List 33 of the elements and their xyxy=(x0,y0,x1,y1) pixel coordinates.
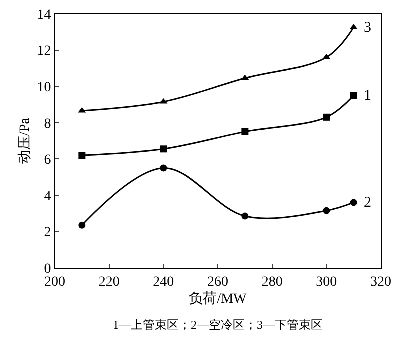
x-tick-label: 300 xyxy=(316,274,338,290)
x-tick-label: 260 xyxy=(208,274,228,290)
x-tick-label: 280 xyxy=(262,274,283,290)
point xyxy=(323,114,330,121)
series-label: 1 xyxy=(364,88,372,104)
y-tick-label: 12 xyxy=(37,44,52,60)
y-tick-label: 4 xyxy=(44,189,52,204)
x-tick-label: 220 xyxy=(98,274,120,290)
x-tick-label: 240 xyxy=(153,274,174,290)
point xyxy=(242,128,249,136)
y-tick-label: 6 xyxy=(44,153,52,168)
point xyxy=(350,92,358,100)
y-tick-label: 0 xyxy=(44,262,52,277)
point xyxy=(242,212,249,220)
point xyxy=(323,207,330,214)
series-label: 2 xyxy=(364,195,372,211)
y-tick-label: 8 xyxy=(44,116,52,132)
x-axis-title: 负荷/MW xyxy=(189,291,248,308)
y-axis-title: 动压/Pa xyxy=(16,117,33,164)
point xyxy=(78,152,86,160)
point xyxy=(350,199,358,206)
point xyxy=(160,146,168,153)
y-tick-label: 10 xyxy=(37,80,52,96)
x-tick-label: 320 xyxy=(370,274,392,290)
point xyxy=(241,74,250,80)
x-tick-label: 200 xyxy=(44,274,66,290)
point xyxy=(78,222,86,229)
text: 1—上管束区；2—空冷区；3—下管束区 xyxy=(113,318,323,332)
series-label: 3 xyxy=(364,20,372,36)
y-tick-label: 2 xyxy=(44,226,52,241)
y-tick-label: 14 xyxy=(37,8,52,23)
point xyxy=(160,164,168,172)
point xyxy=(160,98,168,104)
